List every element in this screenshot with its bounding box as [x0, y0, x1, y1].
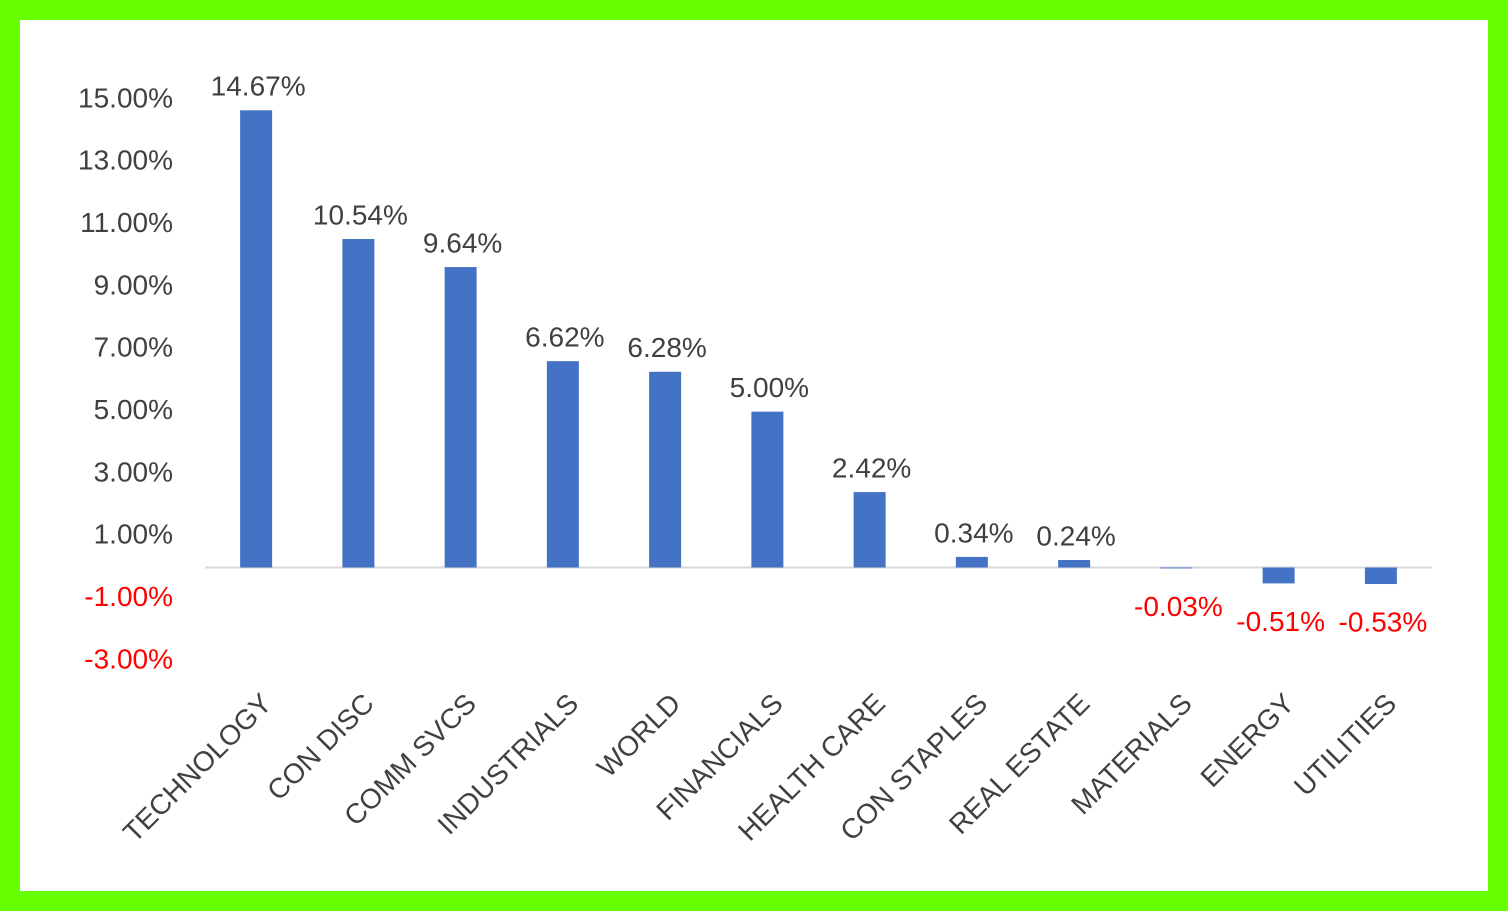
- y-tick-label: 9.00%: [94, 269, 173, 300]
- bar: [1058, 560, 1091, 568]
- value-label: 14.67%: [211, 71, 306, 102]
- y-tick-label: 7.00%: [94, 332, 173, 363]
- y-tick-label: -3.00%: [84, 643, 173, 674]
- value-label: -0.51%: [1236, 606, 1325, 637]
- value-label: 5.00%: [730, 372, 809, 403]
- value-label: -0.53%: [1339, 606, 1428, 637]
- y-tick-label: 13.00%: [78, 145, 173, 176]
- value-label: 6.28%: [627, 332, 706, 363]
- value-label: 6.62%: [525, 322, 604, 353]
- bar: [649, 371, 682, 568]
- value-label: -0.03%: [1134, 591, 1223, 622]
- value-label: 2.42%: [832, 452, 911, 483]
- bar: [1262, 567, 1295, 584]
- bar: [1364, 567, 1397, 585]
- bar: [853, 492, 886, 568]
- x-tick-label: TECHNOLOGY: [117, 687, 278, 848]
- bar: [1160, 567, 1193, 569]
- bar: [546, 361, 579, 568]
- x-tick-label: ENERGY: [1195, 687, 1301, 793]
- value-label: 9.64%: [423, 227, 502, 258]
- y-tick-label: 11.00%: [80, 207, 173, 238]
- bar: [444, 267, 477, 568]
- y-tick-label: 1.00%: [94, 519, 173, 550]
- value-label: 0.24%: [1036, 520, 1115, 551]
- bar: [751, 411, 784, 568]
- value-label: 0.34%: [934, 517, 1013, 548]
- y-tick-label: 3.00%: [94, 456, 173, 487]
- x-tick-label: WORLD: [591, 688, 687, 784]
- y-tick-label: 5.00%: [94, 394, 173, 425]
- bar: [955, 556, 988, 568]
- y-tick-label: -1.00%: [84, 581, 173, 612]
- bar: [240, 110, 273, 568]
- y-tick-label: 15.00%: [78, 82, 173, 113]
- value-label: 10.54%: [313, 199, 408, 230]
- x-tick-label: UTILITIES: [1288, 688, 1402, 802]
- bar: [342, 239, 375, 568]
